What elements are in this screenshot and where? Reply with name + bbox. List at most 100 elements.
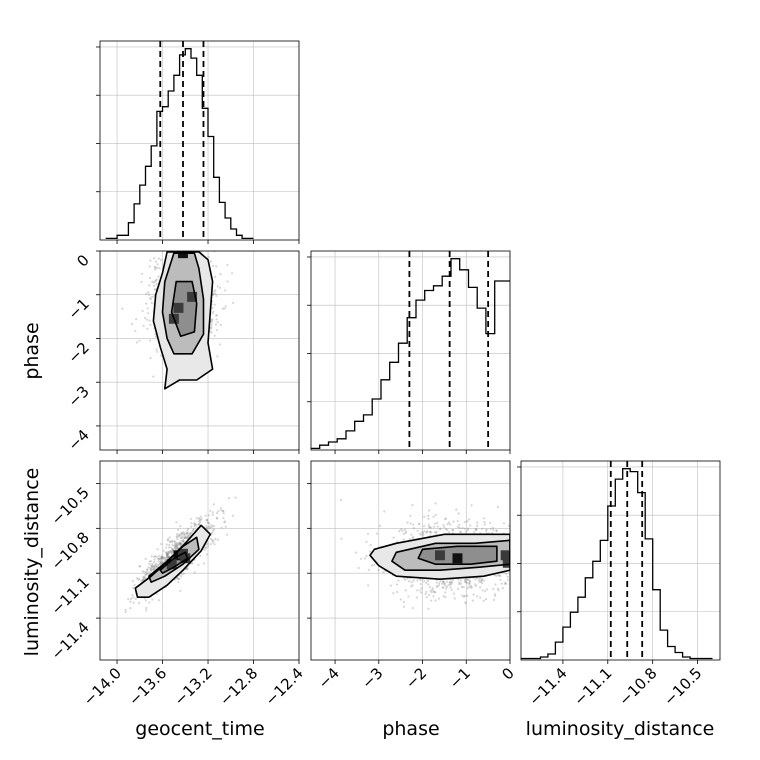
pair-geocent-time-luminosity-distance-sample: [193, 523, 196, 526]
pair-phase-luminosity-distance-sample: [464, 602, 467, 605]
pair-geocent-time-phase-sample: [215, 314, 218, 317]
pair-phase-luminosity-distance-sample: [445, 580, 449, 583]
pair-phase-luminosity-distance-sample: [496, 505, 500, 509]
pair-geocent-time-luminosity-distance-sample: [161, 557, 164, 560]
pair-geocent-time-luminosity-distance-density-cell-3: [180, 553, 191, 564]
pair-geocent-time-luminosity-distance-sample: [184, 533, 187, 536]
pair-geocent-time-luminosity-distance-sample: [160, 557, 163, 560]
pair-geocent-time-phase-sample: [138, 339, 141, 342]
pair-phase-luminosity-distance-sample: [434, 599, 437, 602]
pair-phase-luminosity-distance-sample: [442, 524, 445, 527]
pair-geocent-time-luminosity-distance-sample: [129, 600, 132, 603]
pair-geocent-time-luminosity-distance-sample: [185, 568, 188, 571]
pair-geocent-time-luminosity-distance-sample: [134, 597, 137, 601]
pair-geocent-time-luminosity-distance-contour-0: [134, 524, 212, 598]
pair-geocent-time-luminosity-distance-sample: [184, 537, 187, 540]
pair-geocent-time-luminosity-distance-sample: [199, 521, 202, 524]
pair-phase-luminosity-distance-sample: [513, 583, 515, 585]
y-tick-label-phase-0: −4: [64, 426, 92, 454]
pair-geocent-time-luminosity-distance-sample: [145, 573, 148, 576]
pair-phase-luminosity-distance-sample: [474, 528, 477, 531]
pair-phase-luminosity-distance-sample: [434, 502, 437, 505]
pair-geocent-time-luminosity-distance-sample: [182, 538, 185, 541]
pair-geocent-time-phase-sample: [231, 272, 234, 275]
pair-geocent-time-luminosity-distance-sample: [160, 559, 163, 562]
pair-phase-luminosity-distance-sample: [389, 584, 392, 587]
pair-geocent-time-luminosity-distance-sample: [216, 517, 219, 520]
pair-geocent-time-luminosity-distance-sample: [141, 570, 144, 573]
pair-phase-luminosity-distance-sample: [433, 530, 436, 534]
pair-phase-luminosity-distance-sample: [365, 555, 368, 558]
pair-phase-luminosity-distance-sample: [499, 578, 502, 581]
pair-phase-luminosity-distance-sample: [412, 527, 416, 530]
pair-phase-luminosity-distance-sample: [458, 583, 461, 586]
pair-geocent-time-luminosity-distance-sample: [171, 539, 174, 543]
pair-geocent-time-luminosity-distance-sample: [177, 543, 180, 546]
panels-layer: [96, 40, 721, 664]
pair-geocent-time-phase-sample: [157, 257, 160, 260]
pair-phase-luminosity-distance-sample: [428, 593, 431, 597]
pair-geocent-time-phase-sample: [201, 241, 203, 243]
pair-geocent-time-phase-density-cell-0: [178, 251, 188, 259]
pair-geocent-time-luminosity-distance-sample: [182, 531, 185, 534]
pair-geocent-time-luminosity-distance-sample: [209, 526, 212, 529]
y-tick-label-phase-1: −3: [64, 382, 92, 410]
pair-phase-luminosity-distance-sample: [478, 580, 481, 583]
pair-phase-luminosity-distance-sample: [563, 571, 565, 573]
pair-geocent-time-luminosity-distance-sample: [166, 552, 169, 555]
pair-geocent-time-luminosity-distance-sample: [153, 567, 156, 571]
pair-geocent-time-luminosity-distance-sample: [158, 599, 161, 602]
pair-geocent-time-luminosity-distance-sample: [150, 570, 153, 573]
pair-geocent-time-luminosity-distance-sample: [139, 565, 142, 568]
pair-phase-luminosity-distance-sample: [406, 521, 409, 524]
pair-geocent-time-luminosity-distance-sample: [154, 563, 157, 567]
pair-geocent-time-luminosity-distance-sample: [157, 560, 160, 563]
pair-geocent-time-luminosity-distance-sample: [181, 533, 184, 536]
pair-geocent-time-luminosity-distance-sample: [183, 532, 186, 535]
pair-phase-luminosity-distance-sample: [466, 578, 469, 581]
pair-geocent-time-luminosity-distance-sample: [205, 525, 208, 528]
pair-geocent-time-phase-sample: [215, 294, 218, 297]
pair-phase-luminosity-distance-sample: [359, 557, 362, 560]
pair-geocent-time-luminosity-distance-sample: [175, 542, 178, 545]
pair-phase-luminosity-distance-sample: [424, 593, 427, 596]
pair-geocent-time-luminosity-distance-sample: [157, 554, 160, 558]
pair-geocent-time-luminosity-distance-sample: [166, 556, 169, 559]
pair-phase-luminosity-distance-sample: [494, 593, 497, 596]
pair-phase-luminosity-distance-sample: [523, 550, 525, 552]
x-tick-label-luminosity-distance-0: −11.4: [525, 664, 570, 709]
pair-phase-luminosity-distance-sample: [510, 575, 512, 577]
pair-geocent-time-luminosity-distance-sample: [172, 548, 175, 551]
pair-geocent-time-luminosity-distance-sample: [220, 526, 223, 529]
pair-phase-luminosity-distance-sample: [502, 522, 506, 525]
pair-geocent-time-luminosity-distance-sample: [186, 532, 189, 535]
pair-phase-luminosity-distance-sample: [473, 530, 476, 533]
pair-phase-luminosity-distance-sample: [477, 578, 480, 581]
pair-geocent-time-luminosity-distance-sample: [148, 571, 151, 575]
pair-phase-luminosity-distance-sample: [429, 589, 432, 592]
pair-geocent-time-luminosity-distance-density-cell-2: [166, 559, 177, 570]
pair-phase-luminosity-distance-sample: [425, 590, 428, 594]
pair-geocent-time-phase-sample: [152, 375, 155, 378]
pair-geocent-time-luminosity-distance-sample: [211, 539, 214, 542]
pair-geocent-time-luminosity-distance-sample: [197, 522, 200, 526]
pair-geocent-time-phase-sample: [157, 275, 160, 278]
pair-phase-luminosity-distance-sample: [437, 597, 441, 600]
pair-phase-luminosity-distance-sample: [404, 528, 407, 531]
pair-geocent-time-luminosity-distance-sample: [160, 560, 163, 564]
pair-phase-luminosity-distance-sample: [419, 578, 422, 582]
pair-phase-luminosity-distance-sample: [369, 544, 372, 547]
pair-phase-luminosity-distance-sample: [518, 595, 520, 597]
pair-phase-luminosity-distance-sample: [432, 525, 435, 528]
pair-phase-luminosity-distance-sample: [448, 531, 451, 534]
pair-geocent-time-luminosity-distance-sample: [191, 562, 194, 565]
pair-geocent-time-luminosity-distance-sample: [147, 566, 150, 569]
pair-phase-luminosity-distance-sample: [443, 526, 446, 529]
pair-geocent-time-phase-sample: [121, 307, 124, 310]
pair-geocent-time-luminosity-distance-sample: [160, 562, 163, 566]
y-tick-label-luminosity-distance-0: −11.4: [48, 618, 93, 663]
pair-geocent-time-luminosity-distance-sample: [167, 555, 170, 558]
pair-phase-luminosity-distance-sample: [495, 529, 498, 532]
pair-phase-luminosity-distance-sample: [494, 583, 497, 586]
y-axis-label-phase: phase: [21, 322, 43, 379]
